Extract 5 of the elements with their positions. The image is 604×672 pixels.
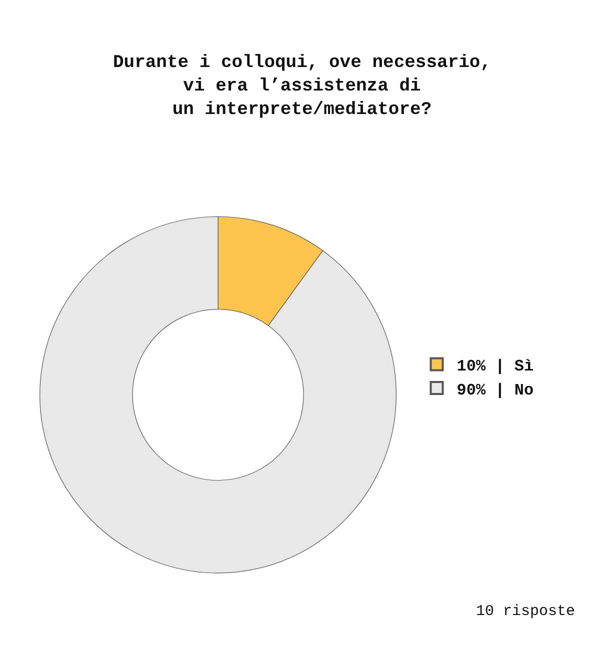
text: 10 risposte bbox=[476, 603, 576, 620]
legend-label: 10% | Sì bbox=[456, 357, 534, 376]
donut-slice bbox=[40, 216, 396, 573]
legend-label: 90% | No bbox=[456, 381, 534, 400]
chart-title: Durante i colloqui, ove necessario, vi era l’assistenza di un interprete/mediatore? bbox=[112, 53, 492, 120]
